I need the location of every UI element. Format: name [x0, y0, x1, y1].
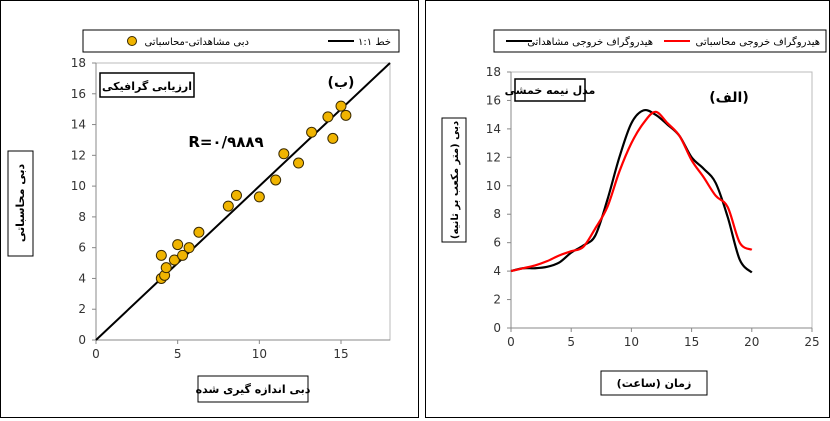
hydro-y-tick-label: 14: [486, 122, 501, 136]
x-axis-title-hydro: زمان (ساعت): [617, 377, 692, 390]
data-point: [278, 148, 290, 160]
data-point: [160, 262, 172, 274]
scatter-y-tick-label: 2: [78, 302, 86, 316]
hydro-y-tick-label: 4: [493, 264, 501, 278]
data-point: [168, 254, 180, 266]
hydro-y-tick-label: 16: [486, 93, 501, 107]
data-point: [335, 100, 347, 112]
panel-label-alef: (الف): [709, 90, 749, 106]
annotation-text-hydrograph: مدل نیمه خمشی: [505, 84, 596, 97]
hydro-x-tick-label: 15: [684, 335, 699, 349]
scatter-y-tick-label: 8: [78, 210, 86, 224]
legend-label-computed: هیدروگراف خروجی محاسباتی: [696, 36, 820, 48]
hydro-y-tick-label: 0: [493, 321, 501, 335]
data-point: [183, 242, 195, 254]
data-point: [293, 157, 305, 169]
scatter-y-tick-label: 10: [71, 179, 86, 193]
hydro-x-tick-label: 10: [624, 335, 639, 349]
scatter-y-tick-label: 0: [78, 333, 86, 347]
scatter-x-tick-label: 10: [252, 347, 267, 361]
y-axis-title-box: [7, 150, 34, 257]
legend-marker-points: [127, 36, 137, 46]
annotation-text-scatter: ارزیابی گرافیکی: [102, 80, 192, 93]
scatter-panel: دبی مشاهداتی-محاسباتی خط ۱:۱ 0 5 10 15 0 2 4 6 8…: [0, 0, 419, 418]
scatter-y-tick-label: 6: [78, 241, 86, 255]
data-point: [340, 109, 352, 121]
hydro-x-tick-label: 5: [567, 335, 575, 349]
panel-label-b: (ب): [328, 75, 355, 91]
scatter-legend: [82, 29, 400, 53]
x-axis-title-box: [197, 375, 309, 403]
scatter-y-tick-label: 14: [71, 118, 86, 132]
hydro-x-tick-label: 20: [744, 335, 759, 349]
scatter-chart: دبی مشاهداتی-محاسباتی خط ۱:۱ 0 5 10 15 0 2 4 6 8…: [7, 29, 400, 403]
x-axis-title: دبی اندازه گیری شده: [196, 383, 311, 396]
legend-label-points: دبی مشاهداتی-محاسباتی: [144, 37, 249, 48]
scatter-x-tick-label: 0: [92, 347, 100, 361]
data-point: [327, 132, 339, 144]
y-axis-title: دبی محاسباتی: [14, 164, 27, 243]
observed-hydrograph-line: [510, 108, 753, 274]
data-point: [193, 226, 205, 238]
hydro-y-tick-label: 10: [486, 179, 501, 193]
hydrograph-legend: [493, 29, 827, 53]
computed-hydrograph-line: [510, 110, 753, 273]
hydrograph-plot-area: [510, 71, 813, 329]
x-axis-title-box-hydro: [600, 370, 708, 396]
data-point: [306, 126, 318, 138]
data-point: [155, 249, 167, 261]
legend-label-line: خط ۱:۱: [358, 37, 391, 48]
annotation-box-scatter: [99, 72, 195, 98]
hydro-y-tick-label: 12: [486, 150, 501, 164]
data-point: [230, 189, 242, 201]
scatter-y-tick-label: 12: [71, 148, 86, 162]
data-point: [322, 111, 334, 123]
hydro-y-tick-label: 8: [493, 207, 501, 221]
scatter-y-tick-label: 16: [71, 87, 86, 101]
scatter-y-tick-label: 4: [78, 271, 86, 285]
hydro-x-tick-label: 0: [507, 335, 515, 349]
hydro-x-tick-label: 25: [804, 335, 819, 349]
scatter-x-tick-label: 15: [333, 347, 348, 361]
y-axis-title-box-hydro: [441, 117, 467, 243]
scatter-y-tick-label: 18: [71, 56, 86, 70]
data-point: [270, 174, 282, 186]
hydrograph-panel: هیدروگراف خروجی مشاهداتی هیدروگراف خروجی…: [425, 0, 830, 418]
hydrograph-chart: هیدروگراف خروجی مشاهداتی هیدروگراف خروجی…: [441, 29, 827, 396]
r-value-label: R=۰/۹۸۸۹: [188, 133, 263, 151]
hydro-y-tick-label: 6: [493, 236, 501, 250]
hydro-y-tick-label: 2: [493, 293, 501, 307]
y-axis-title-hydro: دبی (متر مکعب بر ثانیه): [450, 121, 461, 239]
legend-label-observed: هیدروگراف خروجی مشاهداتی: [527, 36, 653, 48]
data-point: [253, 191, 265, 203]
scatter-x-tick-label: 5: [174, 347, 182, 361]
data-point: [177, 249, 189, 261]
data-point: [222, 200, 234, 212]
data-point: [172, 239, 184, 251]
hydro-y-tick-label: 18: [486, 65, 501, 79]
annotation-box-hydrograph: [514, 78, 586, 102]
